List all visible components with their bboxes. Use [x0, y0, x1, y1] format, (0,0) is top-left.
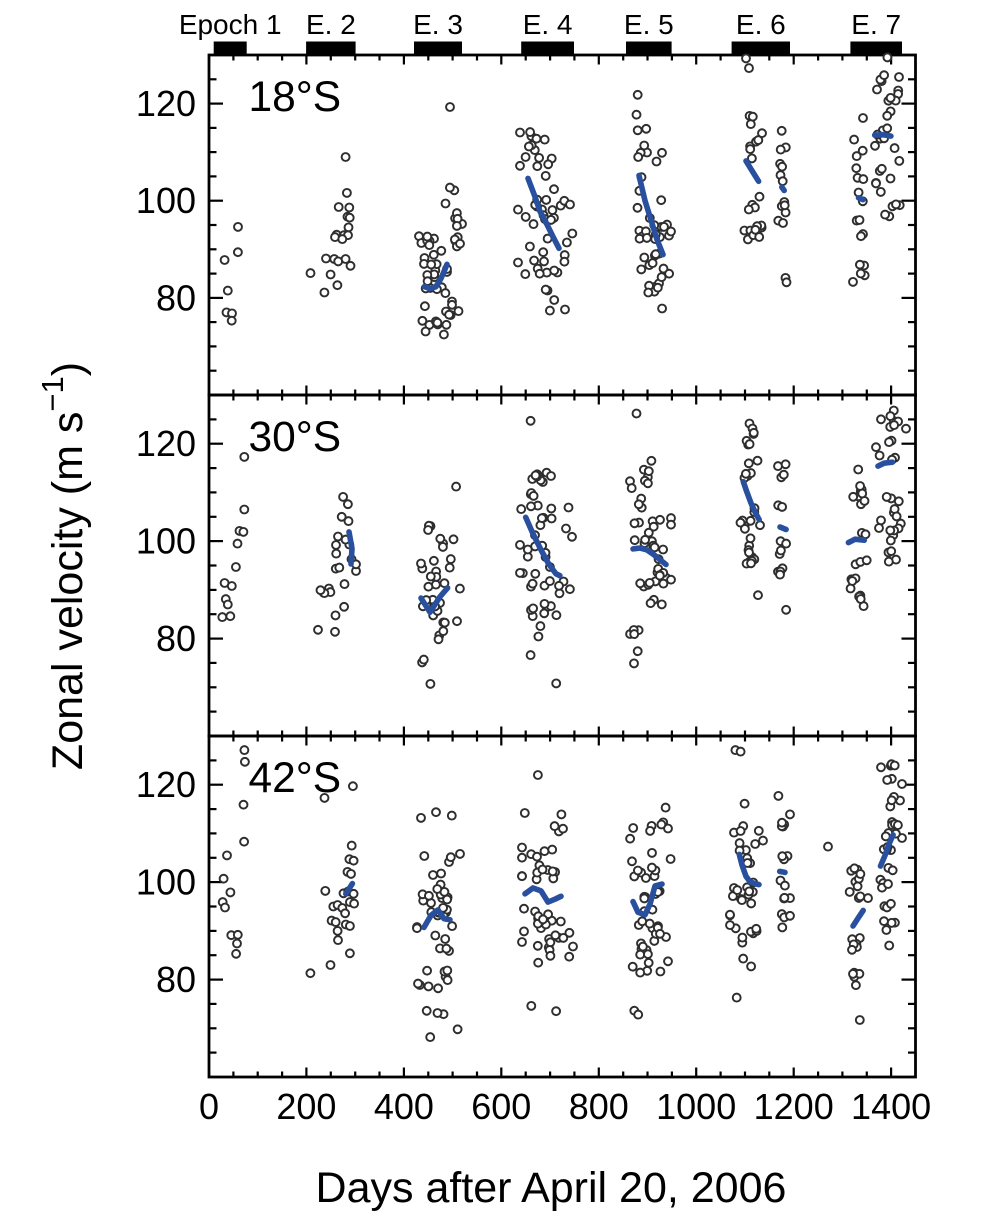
svg-text:200: 200 [276, 1086, 336, 1127]
svg-text:1200: 1200 [754, 1086, 834, 1127]
svg-text:1000: 1000 [656, 1086, 736, 1127]
svg-text:E. 7: E. 7 [851, 9, 901, 40]
svg-text:E. 6: E. 6 [736, 9, 786, 40]
svg-text:80: 80 [156, 959, 196, 1000]
svg-text:1400: 1400 [851, 1086, 931, 1127]
svg-text:80: 80 [156, 618, 196, 659]
svg-text:120: 120 [136, 764, 196, 805]
svg-text:400: 400 [374, 1086, 434, 1127]
svg-text:E. 5: E. 5 [624, 9, 674, 40]
svg-text:600: 600 [471, 1086, 531, 1127]
svg-text:18°S: 18°S [249, 74, 342, 121]
svg-text:E. 2: E. 2 [306, 9, 356, 40]
svg-text:E. 3: E. 3 [413, 9, 463, 40]
svg-text:800: 800 [569, 1086, 629, 1127]
svg-text:E. 4: E. 4 [523, 9, 573, 40]
svg-text:100: 100 [136, 862, 196, 903]
svg-text:120: 120 [136, 423, 196, 464]
svg-text:Epoch 1: Epoch 1 [179, 9, 282, 40]
svg-text:100: 100 [136, 180, 196, 221]
svg-text:Zonal velocity (m s−1): Zonal velocity (m s−1) [35, 362, 92, 770]
svg-text:30°S: 30°S [249, 414, 342, 461]
svg-text:0: 0 [199, 1086, 219, 1127]
svg-text:120: 120 [136, 83, 196, 124]
svg-text:Days after April 20, 2006: Days after April 20, 2006 [316, 1164, 787, 1212]
svg-text:80: 80 [156, 277, 196, 318]
svg-text:100: 100 [136, 521, 196, 562]
